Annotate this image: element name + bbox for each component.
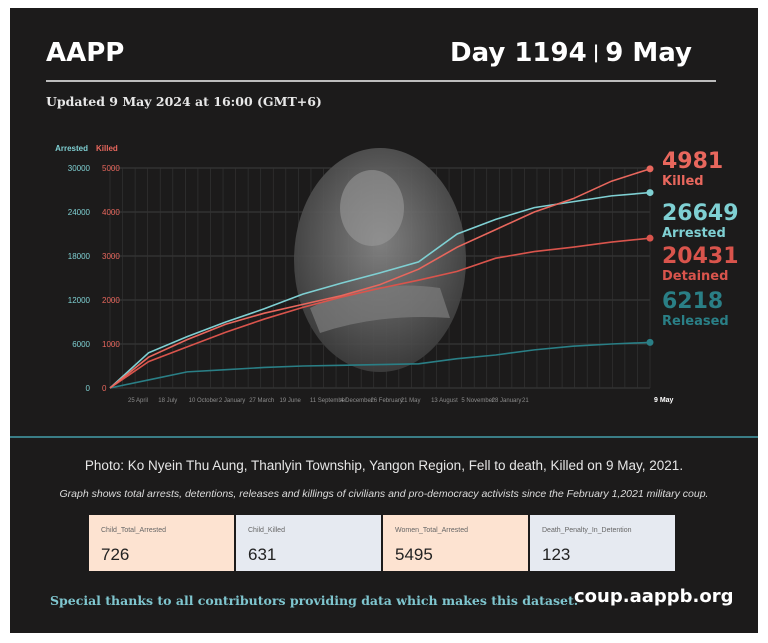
x-tick-label: 25 April <box>128 398 148 404</box>
killed-tick-label: 3000 <box>102 252 120 261</box>
killed-tick-label: 1000 <box>102 340 120 349</box>
x-tick-label: 11 September <box>310 398 347 404</box>
stat-label: Child_Killed <box>248 527 285 534</box>
arrested-axis-label: Arrested <box>55 144 88 153</box>
stat-value: 726 <box>101 545 130 564</box>
section-divider <box>10 436 758 438</box>
x-tick-label: 26 February <box>370 398 402 404</box>
header-divider <box>46 80 716 82</box>
series-endpoint-arrested <box>646 189 654 197</box>
x-tick-label: 27 March <box>249 398 274 404</box>
series-lines <box>109 165 654 389</box>
stat-label: Women_Total_Arrested <box>395 527 469 534</box>
portrait-face <box>340 170 404 246</box>
end-name-arrested: Arrested <box>662 226 726 241</box>
x-tick-label: 28 January <box>492 398 522 404</box>
killed-tick-label: 4000 <box>102 208 120 217</box>
portrait-arm <box>310 285 450 333</box>
x-tick-label: 2 January <box>219 398 245 404</box>
end-value-released: 6218 <box>662 289 723 314</box>
stat-card-child-arrested: Child_Total_Arrested 726 <box>89 515 234 571</box>
thanks-note: Special thanks to all contributors provi… <box>50 593 579 608</box>
stat-value: 5495 <box>395 545 433 564</box>
arrested-tick-label: 0 <box>86 384 91 393</box>
series-endpoint-killed <box>646 165 654 173</box>
graph-note: Graph shows total arrests, detentions, r… <box>59 488 709 500</box>
arrested-tick-label: 18000 <box>68 252 91 261</box>
day-count: Day 1194 <box>450 38 587 68</box>
x-tick-label: 21 <box>522 398 529 404</box>
end-name-released: Released <box>662 314 729 329</box>
stat-card-child-killed: Child_Killed 631 <box>236 515 381 571</box>
x-tick-label: 19 June <box>280 398 302 404</box>
arrested-tick-label: 24000 <box>68 208 91 217</box>
end-name-detained: Detained <box>662 269 728 284</box>
series-line-killed <box>109 168 651 389</box>
arrested-tick-label: 30000 <box>68 164 91 173</box>
photo-caption: Photo: Ko Nyein Thu Aung, Thanlyin Towns… <box>84 458 684 473</box>
end-value-detained: 20431 <box>662 244 739 269</box>
end-value-killed: 4981 <box>662 149 723 174</box>
day-header: Day 1194 | 9 May <box>450 38 692 68</box>
killed-tick-label: 0 <box>102 384 107 393</box>
stat-card-death-penalty: Death_Penalty_In_Detention 123 <box>530 515 675 571</box>
stat-cards: Child_Total_Arrested 726 Child_Killed 63… <box>89 515 677 571</box>
killed-tick-label: 2000 <box>102 296 120 305</box>
series-endpoint-detained <box>646 234 654 242</box>
x-tick-label: 10 October <box>189 398 219 404</box>
series-line-detained <box>109 237 651 389</box>
stat-label: Death_Penalty_In_Detention <box>542 527 632 534</box>
x-tick-label: 21 May <box>401 398 421 404</box>
website-link[interactable]: coup.aappb.org <box>574 586 734 607</box>
killed-axis-label: Killed <box>96 144 118 153</box>
x-tick-label: 9 May <box>654 397 674 404</box>
x-tick-label: 18 July <box>158 398 177 404</box>
x-tick-label: 13 August <box>431 398 458 404</box>
header-separator: | <box>592 42 600 63</box>
stat-card-women-arrested: Women_Total_Arrested 5495 <box>383 515 528 571</box>
updated-timestamp: Updated 9 May 2024 at 16:00 (GMT+6) <box>46 94 322 109</box>
x-tick-label: 5 November <box>461 398 494 404</box>
stat-value: 123 <box>542 545 571 564</box>
killed-tick-label: 5000 <box>102 164 120 173</box>
header-date: 9 May <box>605 38 692 68</box>
end-value-arrested: 26649 <box>662 201 739 226</box>
stat-label: Child_Total_Arrested <box>101 527 166 534</box>
series-endpoint-released <box>646 338 654 346</box>
arrested-tick-label: 12000 <box>68 296 91 305</box>
x-tick-label: 4 December <box>340 398 373 404</box>
org-title: AAPP <box>46 38 125 68</box>
end-name-killed: Killed <box>662 174 704 189</box>
stat-value: 631 <box>248 545 277 564</box>
arrested-tick-label: 6000 <box>72 340 90 349</box>
series-line-released <box>109 341 651 389</box>
infographic-frame: AAPP Day 1194 | 9 May Updated 9 May 2024 a… <box>10 8 758 633</box>
